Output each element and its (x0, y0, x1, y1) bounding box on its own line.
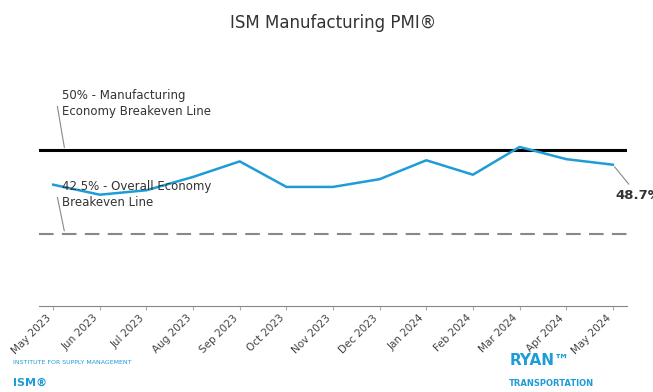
Text: ISM®: ISM® (13, 378, 47, 388)
Text: 48.7%: 48.7% (614, 167, 653, 202)
Text: 50% - Manufacturing
Economy Breakeven Line: 50% - Manufacturing Economy Breakeven Li… (61, 89, 210, 118)
Text: 42.5% - Overall Economy
Breakeven Line: 42.5% - Overall Economy Breakeven Line (61, 180, 211, 209)
Text: TRANSPORTATION: TRANSPORTATION (509, 379, 594, 388)
Text: INSTITUTE FOR SUPPLY MANAGEMENT: INSTITUTE FOR SUPPLY MANAGEMENT (13, 359, 131, 365)
Title: ISM Manufacturing PMI®: ISM Manufacturing PMI® (230, 14, 436, 32)
Text: RYAN™: RYAN™ (509, 354, 569, 368)
